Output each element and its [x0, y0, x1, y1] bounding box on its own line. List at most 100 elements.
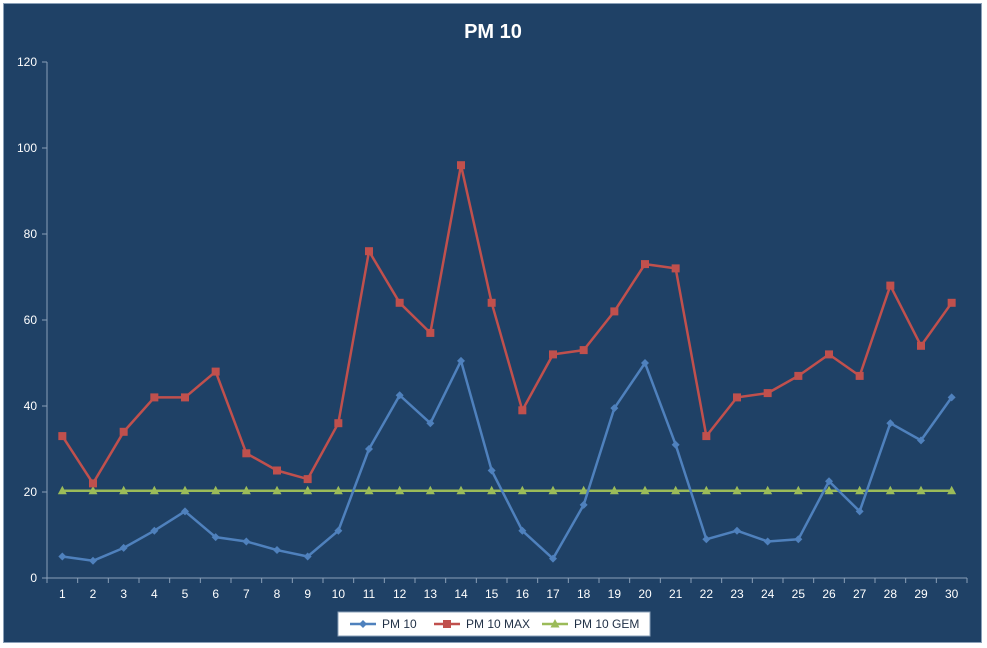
y-tick-label: 40 [24, 399, 38, 413]
data-point [395, 391, 404, 400]
data-point [824, 485, 834, 495]
data-point [395, 298, 404, 307]
data-point [57, 485, 67, 495]
data-point [702, 535, 711, 544]
data-point [671, 485, 681, 495]
data-point [579, 485, 589, 495]
data-point [733, 526, 741, 535]
x-tick-label: 12 [393, 587, 407, 601]
data-point [149, 485, 159, 495]
data-point [242, 537, 251, 546]
data-point [793, 485, 803, 495]
data-point [58, 552, 67, 561]
legend-label: PM 10 MAX [466, 617, 530, 631]
x-tick-label: 6 [212, 587, 219, 601]
x-tick-label: 8 [274, 587, 281, 601]
y-tick-label: 0 [30, 571, 37, 585]
data-point [794, 535, 803, 544]
data-point [211, 533, 220, 542]
data-point [364, 485, 374, 495]
legend-label: PM 10 GEM [574, 617, 639, 631]
data-point [211, 485, 221, 495]
data-point [610, 307, 619, 316]
data-point [549, 554, 557, 563]
data-point [610, 404, 619, 413]
x-tick-label: 22 [700, 587, 714, 601]
data-point [855, 371, 864, 380]
data-point [181, 393, 189, 402]
data-point [825, 477, 833, 486]
data-point [273, 546, 281, 555]
data-point [885, 485, 895, 495]
data-point [365, 445, 373, 453]
x-tick-label: 16 [516, 587, 530, 601]
data-point [947, 485, 957, 495]
data-point [487, 298, 496, 307]
data-point [88, 485, 98, 495]
series-pm-10-max [58, 161, 956, 488]
data-point [701, 485, 711, 495]
data-point [855, 507, 864, 516]
chart-area [3, 3, 982, 643]
x-tick-label: 28 [884, 587, 898, 601]
legend-label: PM 10 [382, 617, 417, 631]
legend-item: PM 10 MAX [434, 617, 530, 631]
data-point [550, 619, 560, 628]
legend-box [337, 611, 651, 637]
data-point [518, 406, 527, 415]
x-tick-label: 18 [577, 587, 591, 601]
data-point [548, 485, 558, 495]
data-point [273, 466, 281, 475]
data-point [242, 449, 251, 458]
data-point [947, 298, 956, 307]
data-point [334, 526, 343, 535]
x-tick-label: 15 [485, 587, 499, 601]
data-point [426, 328, 435, 337]
data-point [426, 419, 435, 428]
data-point [886, 419, 895, 428]
data-point [119, 543, 128, 552]
data-point [640, 485, 650, 495]
x-tick-label: 26 [822, 587, 836, 601]
data-point [119, 427, 128, 436]
data-point [58, 432, 67, 441]
y-tick-label: 120 [17, 55, 37, 69]
x-tick-label: 13 [424, 587, 438, 601]
series-line [61, 163, 953, 485]
data-point [272, 485, 282, 495]
data-point [763, 389, 772, 398]
data-point [395, 485, 405, 495]
x-tick-label: 30 [945, 587, 959, 601]
data-point [119, 485, 129, 495]
data-point [334, 419, 343, 428]
x-tick-label: 11 [363, 587, 376, 601]
data-point [549, 350, 557, 359]
data-point [241, 485, 251, 495]
x-tick-label: 17 [546, 587, 560, 601]
x-tick-label: 20 [638, 587, 652, 601]
data-point [150, 526, 159, 535]
series-pm-10-gem [57, 485, 957, 495]
data-point [425, 485, 435, 495]
data-point [359, 620, 367, 628]
data-point [487, 466, 496, 475]
legend-item: PM 10 GEM [542, 617, 639, 631]
x-tick-label: 29 [914, 587, 928, 601]
data-point [89, 556, 97, 565]
data-point [456, 485, 466, 495]
data-point [916, 485, 926, 495]
data-point [641, 260, 649, 269]
data-point [855, 485, 865, 495]
data-point [671, 264, 680, 273]
x-tick-label: 9 [304, 587, 311, 601]
data-point [579, 346, 588, 355]
data-point [917, 341, 925, 350]
x-tick-label: 10 [332, 587, 346, 601]
x-tick-label: 25 [792, 587, 806, 601]
data-point [886, 281, 895, 290]
x-tick-label: 23 [730, 587, 744, 601]
data-point [303, 552, 312, 561]
data-point [702, 432, 711, 441]
x-tick-label: 21 [669, 587, 683, 601]
